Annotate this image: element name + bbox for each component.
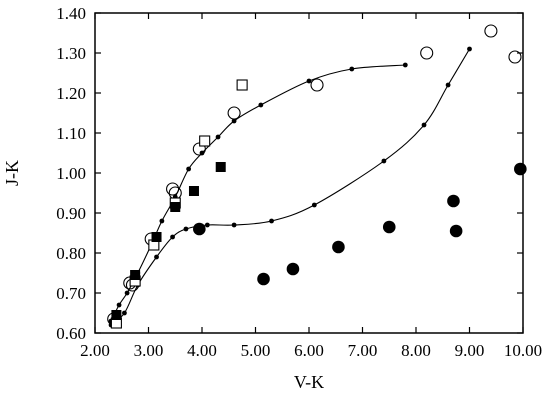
model-curve-dot (381, 158, 387, 164)
filled-circle-point (257, 272, 270, 286)
filled-square-point (130, 270, 141, 280)
model-curve-1 (110, 64, 406, 322)
filled-circle-point (193, 222, 206, 236)
open-circle-point (508, 50, 522, 64)
open-circle-point (227, 106, 241, 120)
model-curve-dot (231, 222, 237, 228)
x-tick-label: 10.00 (504, 341, 542, 360)
plot-frame (94, 12, 524, 334)
filled-circle-point (514, 162, 527, 176)
filled-square-point (151, 232, 162, 242)
filled-circle-point (382, 220, 396, 234)
filled-circle-point (332, 240, 345, 254)
filled-square-point (188, 186, 199, 196)
y-tick-label: 1.30 (56, 44, 86, 63)
open-circle-point (166, 182, 180, 196)
filled-circle-point (286, 262, 300, 276)
y-axis-title: J-K (2, 160, 22, 186)
open-square-point (199, 135, 211, 147)
model-curve-dot (445, 82, 451, 88)
y-tick-label: 0.80 (56, 244, 86, 263)
model-curve-2 (110, 48, 470, 326)
open-circle-point (420, 46, 434, 60)
model-curve-dot (186, 166, 192, 172)
model-curve-dot (215, 134, 221, 140)
x-tick-label: 7.00 (348, 341, 378, 360)
open-square-point (236, 79, 248, 91)
model-curve-dot (154, 254, 159, 260)
open-circle-point (310, 78, 324, 92)
x-tick-label: 2.00 (80, 341, 110, 360)
filled-circle-point (449, 224, 463, 238)
x-tick-label: 3.00 (134, 341, 164, 360)
y-tick-label: 0.70 (56, 284, 86, 303)
model-curve-dot (204, 222, 210, 228)
y-tick-label: 1.00 (56, 164, 86, 183)
model-curve-dot (124, 290, 130, 296)
model-curve-dot (170, 234, 175, 240)
x-tick-label: 6.00 (294, 341, 324, 360)
axes-layer: 2.00 3.00 4.00 5.00 6.00 7.00 8.00 9.00 10.00 0.6… (56, 4, 542, 360)
model-curve-dot (349, 66, 355, 72)
x-axis-title: V-K (294, 372, 324, 392)
model-curve-dot (231, 118, 237, 124)
open-circle-point (484, 24, 498, 38)
model-curve-dot (122, 310, 127, 316)
model-curve-dot (402, 62, 408, 68)
curves-layer (108, 46, 472, 328)
model-curve-dot (183, 226, 189, 232)
filled-square-point (111, 310, 122, 320)
model-curve-dot (116, 302, 122, 308)
model-curve-dot (269, 218, 274, 224)
y-tick-label: 1.40 (56, 4, 86, 23)
model-curve-dot (421, 122, 427, 128)
model-curve-dot (311, 202, 317, 208)
x-tick-label: 4.00 (187, 341, 217, 360)
points-layer (107, 24, 527, 329)
model-curve-dot (306, 78, 312, 84)
model-curve-dot (258, 102, 264, 108)
filled-square-point (170, 202, 181, 212)
y-tick-label: 1.20 (56, 84, 86, 103)
y-tick-label: 1.10 (56, 124, 86, 143)
model-curve-dot (467, 46, 472, 52)
filled-circle-point (447, 194, 460, 208)
y-tick-label: 0.90 (56, 204, 86, 223)
x-tick-label: 8.00 (401, 341, 431, 360)
filled-square-point (215, 162, 226, 172)
y-tick-label: 0.60 (56, 324, 86, 343)
x-tick-label: 9.00 (455, 341, 485, 360)
model-curve-dot (159, 218, 165, 224)
x-tick-label: 5.00 (241, 341, 271, 360)
